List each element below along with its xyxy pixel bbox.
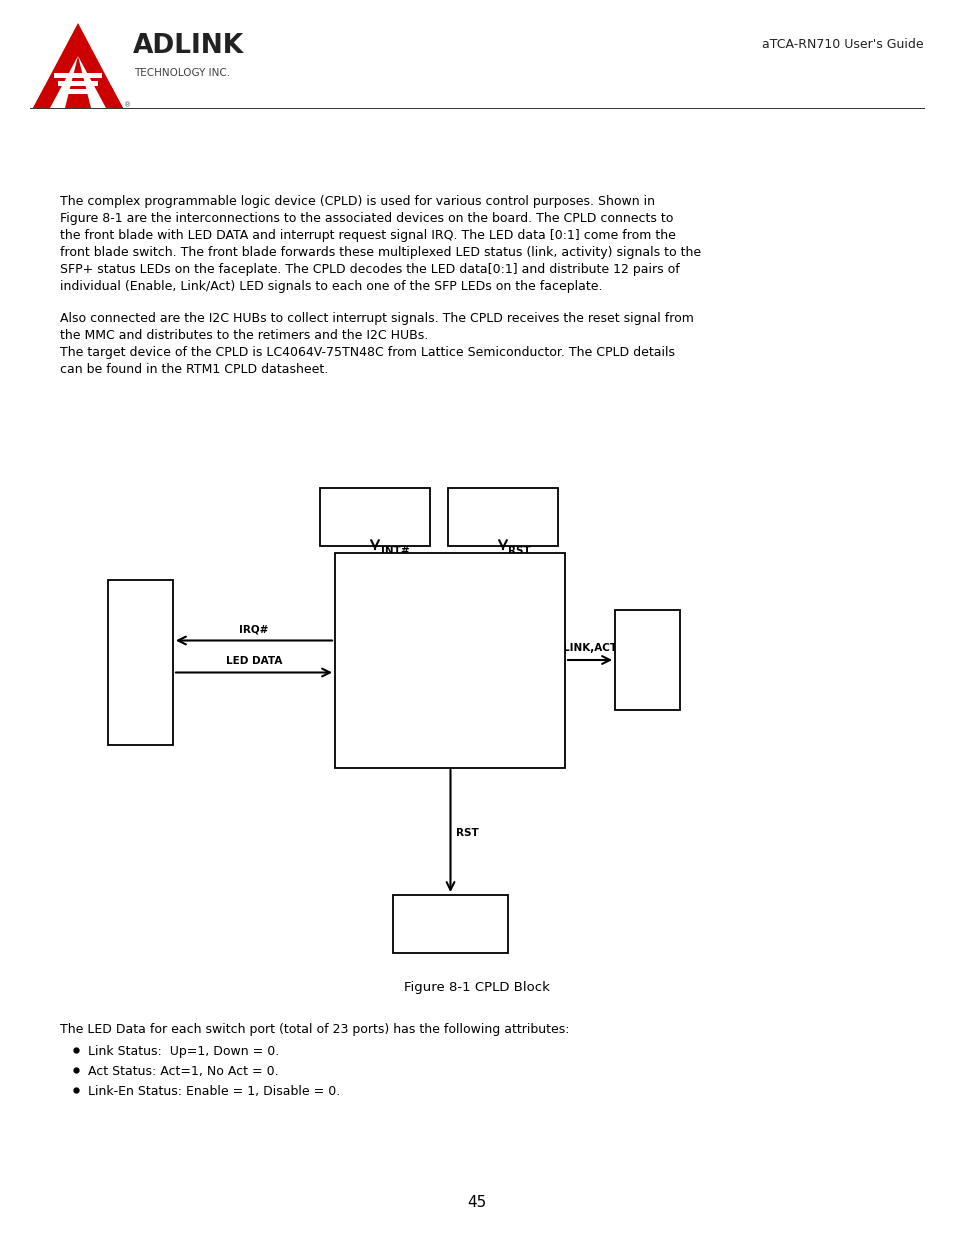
Text: RTM: RTM	[127, 650, 153, 659]
Polygon shape	[33, 86, 50, 107]
Text: individual (Enable, Link/Act) LED signals to each one of the SFP LEDs on the fac: individual (Enable, Link/Act) LED signal…	[60, 280, 602, 293]
Text: the MMC and distributes to the retimers and the I2C HUBs.: the MMC and distributes to the retimers …	[60, 329, 428, 342]
Text: front blade switch. The front blade forwards these multiplexed LED status (link,: front blade switch. The front blade forw…	[60, 246, 700, 259]
Bar	[393, 895, 507, 953]
Bar	[319, 488, 430, 546]
Text: Act Status: Act=1, No Act = 0.: Act Status: Act=1, No Act = 0.	[88, 1065, 278, 1078]
Text: the front blade with LED DATA and interrupt request signal IRQ. The LED data [0:: the front blade with LED DATA and interr…	[60, 228, 675, 242]
Text: TECHNOLOGY INC.: TECHNOLOGY INC.	[133, 68, 230, 78]
Text: Link-En Status: Enable = 1, Disable = 0.: Link-En Status: Enable = 1, Disable = 0.	[88, 1086, 340, 1098]
Text: RST: RST	[456, 827, 478, 839]
Bar	[108, 580, 172, 745]
Text: aTCA-RN710 User's Guide: aTCA-RN710 User's Guide	[761, 38, 923, 52]
Text: LED DATA: LED DATA	[226, 657, 282, 667]
Text: Also connected are the I2C HUBs to collect interrupt signals. The CPLD receives : Also connected are the I2C HUBs to colle…	[60, 312, 693, 325]
Polygon shape	[33, 23, 123, 107]
Polygon shape	[50, 56, 78, 107]
Text: Figure 8-1 are the interconnections to the associated devices on the board. The : Figure 8-1 are the interconnections to t…	[60, 212, 673, 225]
Text: IRQ#: IRQ#	[239, 625, 269, 635]
Text: LINK,ACT: LINK,ACT	[562, 643, 617, 653]
Text: The complex programmable logic device (CPLD) is used for various control purpose: The complex programmable logic device (C…	[60, 195, 655, 207]
Text: can be found in the RTM1 CPLD datasheet.: can be found in the RTM1 CPLD datasheet.	[60, 363, 328, 375]
Text: 45: 45	[467, 1195, 486, 1210]
Text: SFP+ LED: SFP+ LED	[617, 647, 677, 657]
Text: Control: Control	[624, 663, 670, 673]
Bar	[335, 553, 564, 768]
Text: INTERPUT: INTERPUT	[344, 516, 406, 526]
Bar	[615, 610, 679, 710]
Text: The target device of the CPLD is LC4064V-75TN48C from Lattice Semiconductor. The: The target device of the CPLD is LC4064V…	[60, 346, 675, 359]
Text: INT#: INT#	[380, 547, 409, 557]
Bar	[448, 488, 558, 546]
Polygon shape	[78, 56, 106, 107]
Text: RTM RESET: RTM RESET	[468, 513, 537, 522]
Polygon shape	[58, 82, 98, 86]
Text: RST: RST	[507, 547, 530, 557]
Text: ®: ®	[124, 103, 131, 107]
Text: The LED Data for each switch port (total of 23 ports) has the following attribut: The LED Data for each switch port (total…	[60, 1023, 569, 1036]
Polygon shape	[62, 89, 94, 94]
Polygon shape	[54, 73, 102, 78]
Text: Connector: Connector	[109, 666, 172, 676]
Polygon shape	[106, 86, 123, 107]
Text: MMC: MMC	[433, 918, 467, 930]
Text: SFP+ status LEDs on the faceplate. The CPLD decodes the LED data[0:1] and distri: SFP+ status LEDs on the faceplate. The C…	[60, 263, 679, 275]
Text: ADLINK: ADLINK	[132, 33, 244, 59]
Text: Figure 8-1 CPLD Block: Figure 8-1 CPLD Block	[404, 981, 549, 994]
Text: CLPD: CLPD	[400, 643, 498, 677]
Text: Link Status:  Up=1, Down = 0.: Link Status: Up=1, Down = 0.	[88, 1045, 279, 1058]
Text: I2C TO I/O: I2C TO I/O	[343, 501, 406, 511]
